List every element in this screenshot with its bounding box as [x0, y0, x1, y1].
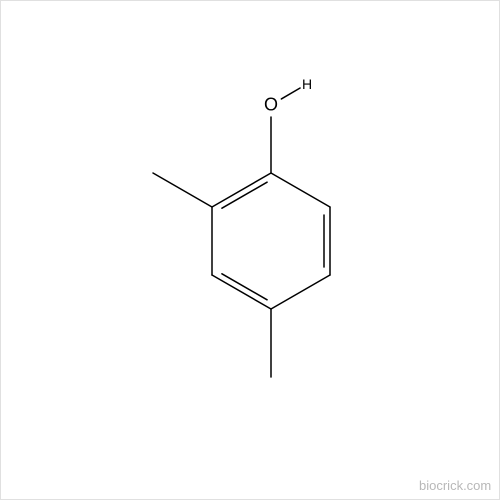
atom-label-h: H — [302, 76, 312, 92]
watermark: biocrick.com — [419, 478, 491, 493]
structure-canvas: O H biocrick.com — [0, 0, 500, 500]
atom-label-o: O — [264, 95, 278, 116]
molecule-svg — [1, 1, 500, 500]
